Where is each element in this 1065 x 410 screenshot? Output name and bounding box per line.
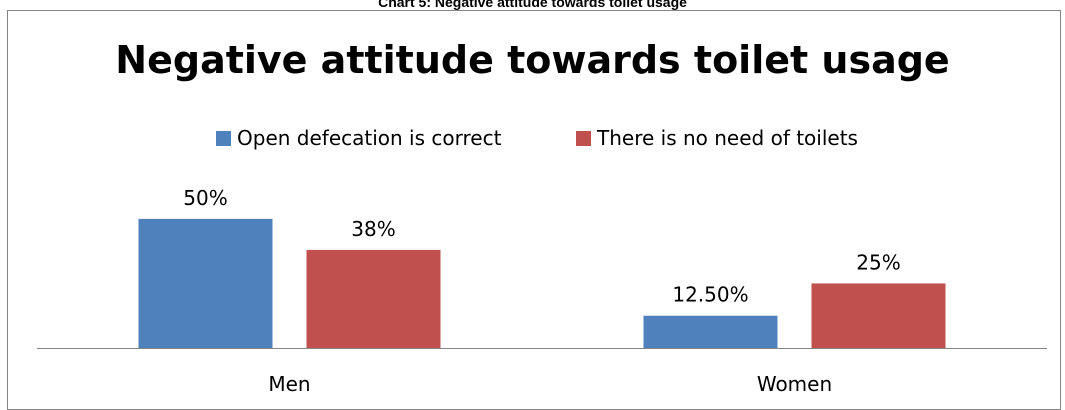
chart-title: Negative attitude towards toilet usage	[115, 38, 950, 82]
bar-men-series-2	[306, 249, 441, 348]
data-label-women-series-2: 25%	[856, 250, 900, 274]
bar-women-series-2	[811, 283, 946, 348]
figure-caption: Chart 5: Negative attitude towards toile…	[378, 0, 687, 10]
legend-label-series-2: There is no need of toilets	[597, 126, 858, 150]
x-tick-label-men: Men	[268, 372, 310, 396]
chart-legend: Open defecation is correct There is no n…	[0, 124, 1065, 152]
legend-item-series-1: Open defecation is correct	[216, 124, 501, 152]
legend-swatch-series-2	[576, 130, 591, 146]
data-label-men-series-1: 50%	[183, 186, 227, 210]
data-label-women-series-1: 12.50%	[672, 283, 748, 307]
bar-men-series-1	[138, 218, 273, 348]
x-tick-label-women: Women	[757, 372, 832, 396]
data-label-men-series-2: 38%	[351, 217, 395, 241]
legend-swatch-series-1	[216, 130, 231, 146]
legend-item-series-2: There is no need of toilets	[576, 124, 858, 152]
bar-women-series-1	[643, 315, 778, 348]
legend-label-series-1: Open defecation is correct	[237, 126, 502, 150]
